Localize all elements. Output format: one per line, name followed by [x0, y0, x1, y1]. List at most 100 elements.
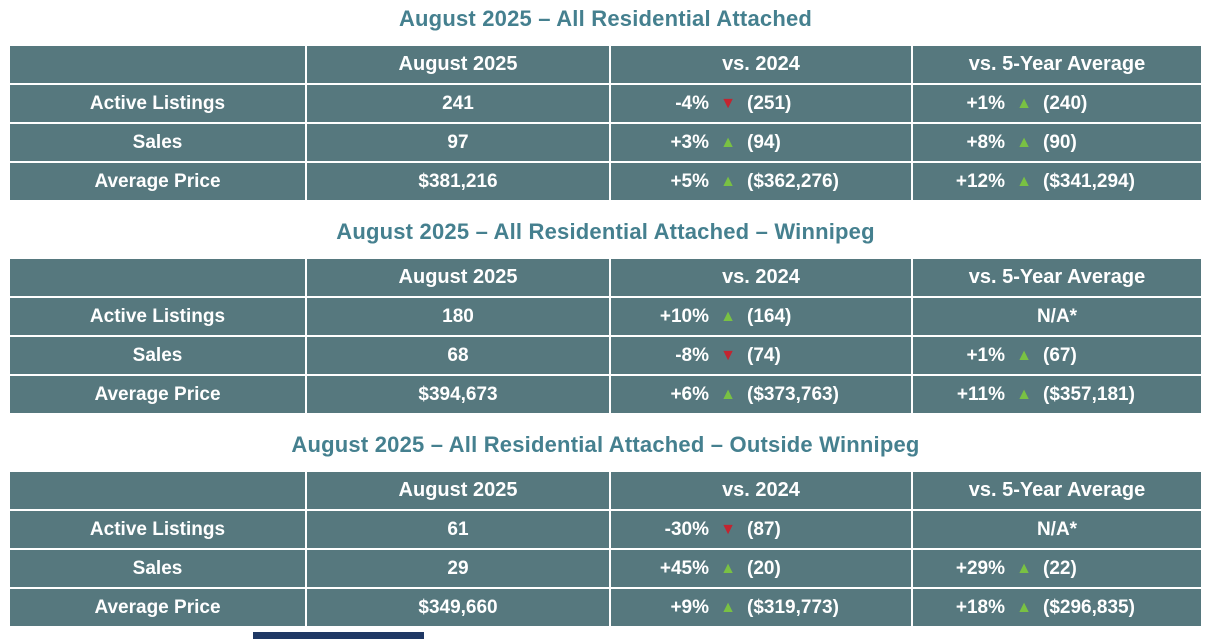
row-label: Average Price: [10, 589, 305, 626]
row-label: Sales: [10, 124, 305, 161]
current-value: $394,673: [307, 376, 609, 413]
table-row-active-listings: Active Listings 61 -30% ▼ (87) N/A*: [10, 511, 1201, 548]
comparison-value: (240): [1043, 92, 1088, 114]
vs-5yr-cell: +12% ▲ ($341,294): [913, 163, 1201, 200]
comparison-value: (87): [747, 518, 781, 540]
vs-2024-cell: +6% ▲ ($373,763): [611, 376, 911, 413]
col-header-august-2025: August 2025: [307, 259, 609, 296]
col-header-vs-2024: vs. 2024: [611, 472, 911, 509]
comparison-value: (20): [747, 557, 781, 579]
current-value: 61: [307, 511, 609, 548]
vs-2024-cell: -30% ▼ (87): [611, 511, 911, 548]
col-header-august-2025: August 2025: [307, 472, 609, 509]
row-label: Sales: [10, 337, 305, 374]
comparison-value: (74): [747, 344, 781, 366]
up-triangle-icon: ▲: [1016, 346, 1032, 364]
change-percent: +9%: [670, 596, 709, 618]
down-triangle-icon: ▼: [720, 346, 736, 364]
comparison-value: (90): [1043, 131, 1077, 153]
up-triangle-icon: ▲: [1016, 94, 1032, 112]
vs-5yr-cell-na: N/A*: [913, 511, 1201, 548]
change-percent: +8%: [966, 131, 1005, 153]
row-label: Active Listings: [10, 85, 305, 122]
current-value: 68: [307, 337, 609, 374]
up-triangle-icon: ▲: [720, 559, 736, 577]
table-row-sales: Sales 29 +45% ▲ (20) +29% ▲ (22): [10, 550, 1201, 587]
comparison-value: ($357,181): [1043, 383, 1135, 405]
down-triangle-icon: ▼: [720, 520, 736, 538]
up-triangle-icon: ▲: [720, 133, 736, 151]
row-label: Average Price: [10, 163, 305, 200]
vs-5yr-cell: +1% ▲ (240): [913, 85, 1201, 122]
current-value: 97: [307, 124, 609, 161]
vs-2024-cell: +3% ▲ (94): [611, 124, 911, 161]
corner-cell: [10, 259, 305, 296]
change-percent: +10%: [659, 305, 709, 327]
change-percent: +1%: [966, 92, 1005, 114]
section-title-winnipeg: August 2025 – All Residential Attached –…: [336, 219, 875, 244]
up-triangle-icon: ▲: [720, 598, 736, 616]
change-percent: +1%: [966, 344, 1005, 366]
vs-2024-cell: +10% ▲ (164): [611, 298, 911, 335]
comparison-value: (22): [1043, 557, 1077, 579]
vs-2024-cell: +9% ▲ ($319,773): [611, 589, 911, 626]
change-percent: +3%: [670, 131, 709, 153]
change-percent: +5%: [670, 170, 709, 192]
row-label: Active Listings: [10, 298, 305, 335]
col-header-vs-5-year-average: vs. 5-Year Average: [913, 472, 1201, 509]
up-triangle-icon: ▲: [720, 385, 736, 403]
table-row-average-price: Average Price $349,660 +9% ▲ ($319,773) …: [10, 589, 1201, 626]
up-triangle-icon: ▲: [1016, 133, 1032, 151]
comparison-value: ($296,835): [1043, 596, 1135, 618]
col-header-vs-2024: vs. 2024: [611, 46, 911, 83]
up-triangle-icon: ▲: [1016, 559, 1032, 577]
comparison-value: (164): [747, 305, 792, 327]
table-row-average-price: Average Price $381,216 +5% ▲ ($362,276) …: [10, 163, 1201, 200]
change-percent: -30%: [664, 518, 709, 540]
current-value: 29: [307, 550, 609, 587]
up-triangle-icon: ▲: [1016, 172, 1032, 190]
comparison-value: ($362,276): [747, 170, 839, 192]
row-label: Active Listings: [10, 511, 305, 548]
change-percent: -8%: [675, 344, 709, 366]
header-row: August 2025 vs. 2024 vs. 5-Year Average: [10, 46, 1201, 83]
comparison-value: (67): [1043, 344, 1077, 366]
col-header-vs-5-year-average: vs. 5-Year Average: [913, 46, 1201, 83]
table-row-sales: Sales 97 +3% ▲ (94) +8% ▲ (90): [10, 124, 1201, 161]
header-row: August 2025 vs. 2024 vs. 5-Year Average: [10, 259, 1201, 296]
vs-5yr-cell: +29% ▲ (22): [913, 550, 1201, 587]
table-row-average-price: Average Price $394,673 +6% ▲ ($373,763) …: [10, 376, 1201, 413]
section-outside-winnipeg: August 2025 – All Residential Attached –…: [0, 415, 1211, 628]
vs-5yr-cell: +11% ▲ ($357,181): [913, 376, 1201, 413]
vs-5yr-cell-na: N/A*: [913, 298, 1201, 335]
stats-table-outside-winnipeg: August 2025 vs. 2024 vs. 5-Year Average …: [8, 470, 1203, 628]
table-row-active-listings: Active Listings 241 -4% ▼ (251) +1% ▲ (2…: [10, 85, 1201, 122]
up-triangle-icon: ▲: [720, 307, 736, 325]
comparison-value: ($341,294): [1043, 170, 1135, 192]
current-value: $381,216: [307, 163, 609, 200]
up-triangle-icon: ▲: [1016, 598, 1032, 616]
up-triangle-icon: ▲: [1016, 385, 1032, 403]
table-row-sales: Sales 68 -8% ▼ (74) +1% ▲ (67): [10, 337, 1201, 374]
row-label: Average Price: [10, 376, 305, 413]
col-header-august-2025: August 2025: [307, 46, 609, 83]
col-header-vs-5-year-average: vs. 5-Year Average: [913, 259, 1201, 296]
section-title-outside-winnipeg: August 2025 – All Residential Attached –…: [291, 432, 920, 457]
current-value: $349,660: [307, 589, 609, 626]
corner-cell: [10, 472, 305, 509]
vs-5yr-cell: +1% ▲ (67): [913, 337, 1201, 374]
comparison-value: (251): [747, 92, 792, 114]
change-percent: +12%: [955, 170, 1005, 192]
stats-table-all: August 2025 vs. 2024 vs. 5-Year Average …: [8, 44, 1203, 202]
col-header-vs-2024: vs. 2024: [611, 259, 911, 296]
comparison-value: ($319,773): [747, 596, 839, 618]
comparison-value: ($373,763): [747, 383, 839, 405]
row-label: Sales: [10, 550, 305, 587]
vs-5yr-cell: +8% ▲ (90): [913, 124, 1201, 161]
change-percent: +18%: [955, 596, 1005, 618]
down-triangle-icon: ▼: [720, 94, 736, 112]
vs-2024-cell: +5% ▲ ($362,276): [611, 163, 911, 200]
up-triangle-icon: ▲: [720, 172, 736, 190]
change-percent: +45%: [659, 557, 709, 579]
change-percent: -4%: [675, 92, 709, 114]
